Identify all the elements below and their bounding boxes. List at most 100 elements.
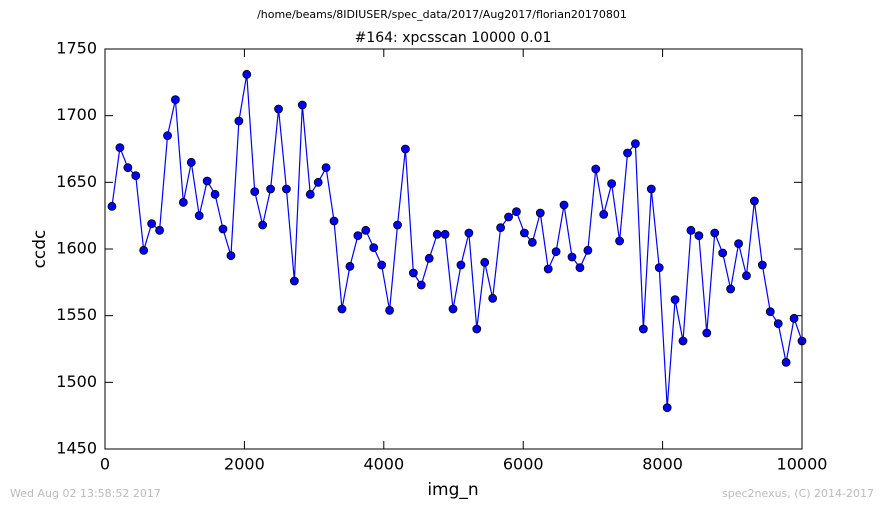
data-point: [369, 243, 379, 253]
data-point: [789, 313, 799, 323]
data-point: [599, 209, 609, 219]
data-point: [440, 229, 450, 239]
data-point: [654, 263, 664, 273]
data-point: [583, 245, 593, 255]
data-point: [615, 236, 624, 246]
y-tick-label: 1600: [56, 239, 97, 258]
data-point: [543, 264, 553, 274]
data-point: [361, 225, 371, 235]
data-point: [638, 324, 648, 334]
data-point: [559, 200, 569, 210]
data-point: [115, 143, 125, 153]
data-point: [297, 100, 307, 110]
footer-right: spec2nexus, (C) 2014-2017: [722, 487, 874, 500]
data-point: [678, 336, 688, 346]
chart-title: #164: xpcsscan 10000 0.01: [355, 30, 552, 46]
data-point: [186, 157, 196, 167]
x-tick-label: 10000: [777, 455, 828, 474]
data-point: [718, 248, 728, 258]
data-point: [765, 307, 775, 317]
data-point: [448, 304, 458, 314]
x-tick-label: 6000: [503, 455, 544, 474]
data-point: [607, 179, 617, 189]
data-point: [702, 328, 712, 338]
data-point: [472, 324, 482, 334]
data-point: [353, 231, 363, 241]
data-point: [527, 237, 537, 247]
x-tick-label: 4000: [363, 455, 404, 474]
x-tick-label: 2000: [224, 455, 265, 474]
data-line: [111, 74, 803, 408]
data-point: [519, 228, 529, 238]
x-tick-label: 0: [100, 455, 110, 474]
data-point: [226, 251, 236, 261]
data-point: [631, 139, 640, 149]
data-point: [218, 224, 228, 234]
data-point: [480, 257, 490, 267]
data-point: [512, 207, 521, 217]
plot-frame: [104, 48, 803, 450]
y-tick-label: 1750: [56, 39, 97, 58]
data-point: [147, 219, 157, 229]
data-point: [488, 293, 498, 303]
data-point: [710, 228, 720, 238]
data-point: [742, 271, 751, 281]
y-axis-label: ccdc: [30, 230, 50, 269]
data-point: [385, 305, 394, 315]
y-tick-label: 1500: [56, 372, 97, 391]
data-point: [726, 284, 736, 294]
data-point: [107, 201, 117, 211]
data-point: [210, 189, 220, 199]
data-point: [282, 184, 291, 194]
data-point: [623, 148, 632, 158]
data-point: [416, 280, 426, 290]
y-tick-label: 1550: [56, 305, 97, 324]
data-point: [757, 260, 767, 270]
data-point: [170, 95, 180, 105]
data-point: [496, 223, 506, 233]
data-point: [163, 131, 172, 141]
data-point: [535, 208, 545, 218]
data-point: [258, 220, 268, 230]
y-tick-label: 1700: [56, 105, 97, 124]
data-point: [274, 104, 283, 114]
data-point: [773, 319, 783, 329]
y-tick-label: 1650: [56, 172, 97, 191]
suptitle: /home/beams/8IDIUSER/spec_data/2017/Aug2…: [257, 8, 627, 21]
data-point: [234, 116, 244, 126]
data-point: [662, 403, 672, 413]
data-point: [393, 220, 402, 230]
data-point: [250, 187, 260, 197]
y-tick-label: 1450: [56, 439, 97, 458]
data-point: [567, 252, 577, 262]
data-point: [456, 260, 466, 270]
data-point: [345, 261, 355, 271]
data-point: [401, 144, 410, 154]
data-point: [575, 263, 585, 273]
data-point: [194, 211, 204, 221]
data-point: [408, 268, 418, 278]
data-point: [749, 196, 759, 206]
data-point: [591, 164, 601, 174]
data-point: [139, 245, 149, 255]
data-point: [131, 171, 141, 181]
data-point: [329, 216, 339, 226]
data-point: [321, 163, 331, 173]
data-point: [551, 247, 561, 257]
data-point: [313, 177, 323, 187]
data-point: [266, 184, 276, 194]
data-point: [377, 260, 387, 270]
data-point: [305, 189, 315, 199]
data-point: [155, 225, 164, 235]
data-point: [289, 276, 299, 286]
x-axis-label: img_n: [427, 480, 478, 500]
data-point: [670, 295, 680, 305]
data-point: [337, 304, 347, 314]
data-point: [202, 176, 212, 186]
data-point: [178, 197, 188, 207]
data-point: [432, 229, 442, 239]
data-point: [123, 163, 133, 173]
x-tick-label: 8000: [642, 455, 683, 474]
